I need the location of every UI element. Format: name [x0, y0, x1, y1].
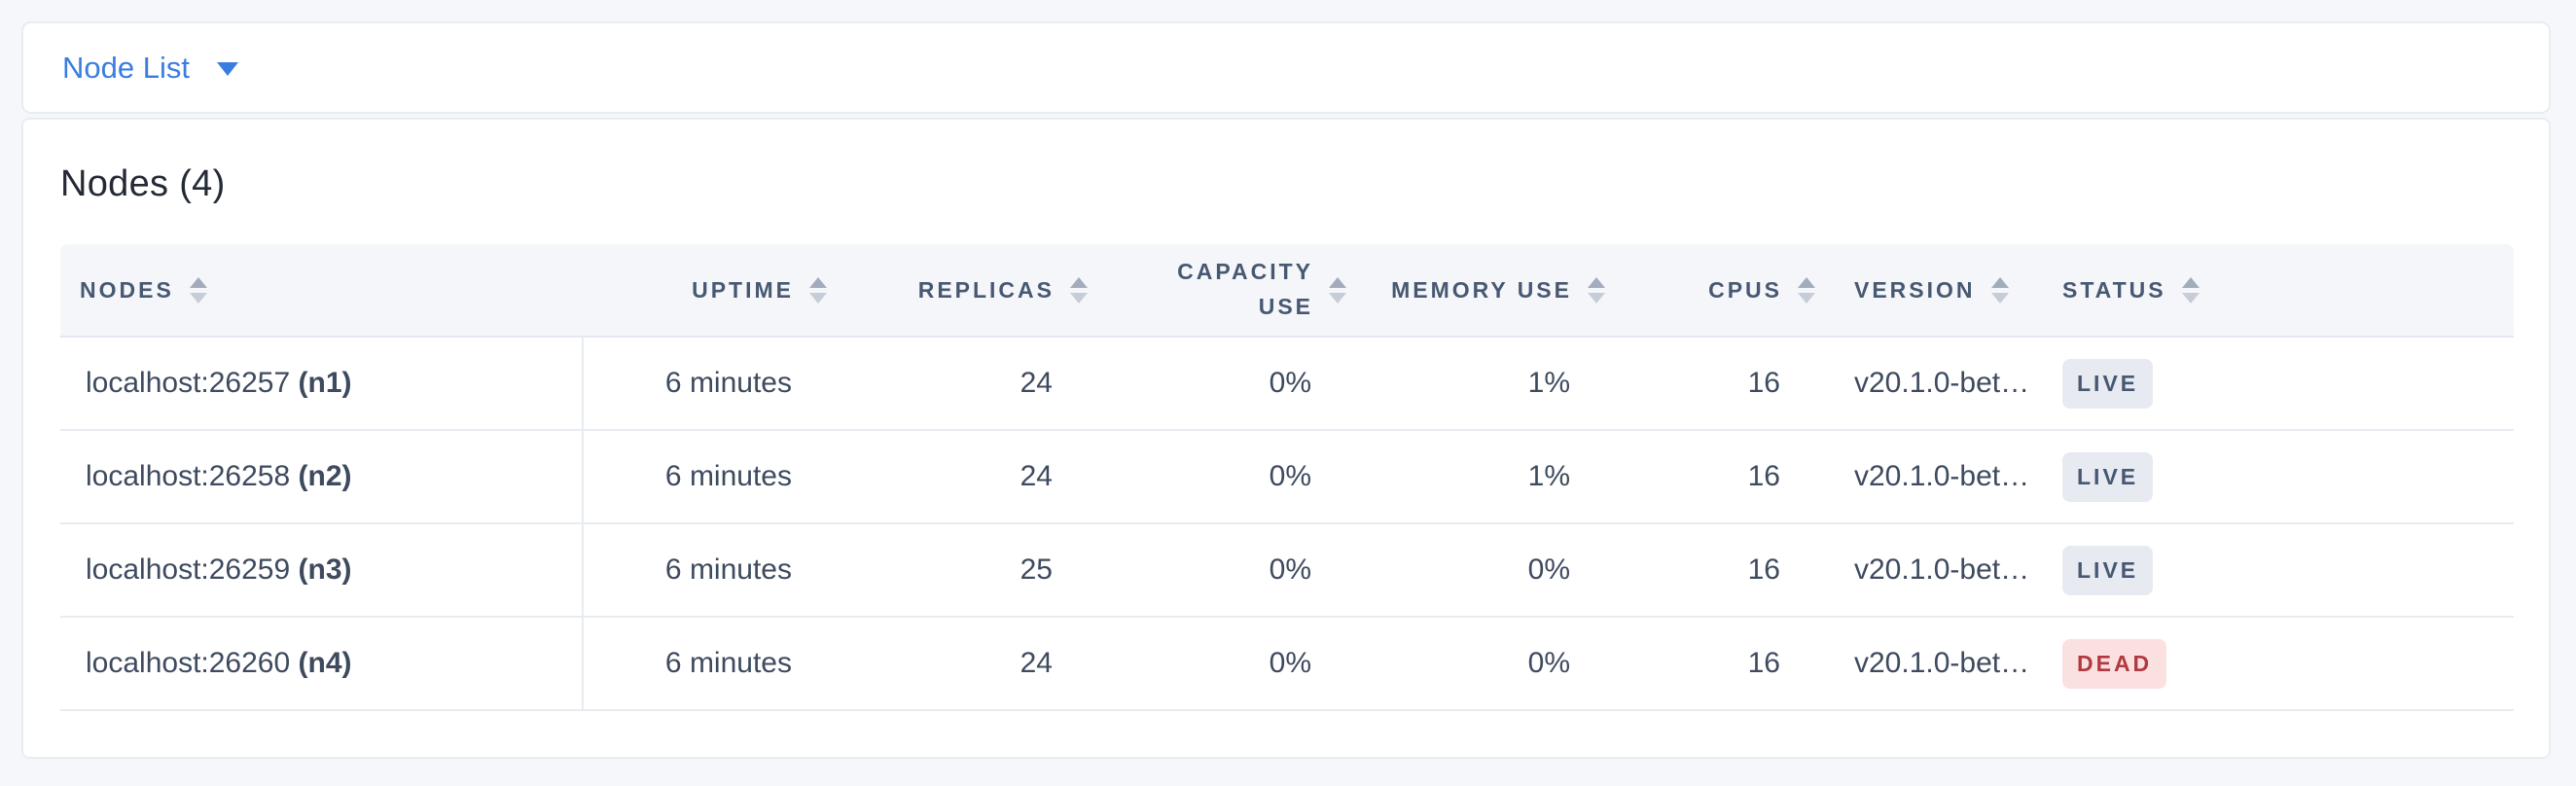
view-selector-dropdown[interactable]: Node List: [62, 53, 238, 83]
node-row: localhost:26259 (n3) 6 minutes 25 0% 0% 16 v20…: [60, 524, 2514, 618]
column-header-replicas[interactable]: Replicas: [827, 244, 1088, 338]
column-header-nodes[interactable]: Nodes: [60, 244, 584, 338]
sort-icon: [1798, 277, 1815, 304]
cell-replicas: 25: [827, 524, 1088, 618]
view-selector-bar: Node List: [21, 21, 2551, 114]
column-header-cpus[interactable]: CPUs: [1605, 244, 1815, 338]
node-id: (n1): [298, 367, 352, 399]
column-label: Version: [1854, 277, 1976, 304]
status-badge: LIVE: [2062, 451, 2154, 502]
column-label: Nodes: [80, 277, 174, 304]
sort-icon: [1588, 277, 1605, 304]
column-label: CPUs: [1708, 277, 1782, 304]
node-id: (n3): [298, 554, 352, 586]
node-row: localhost:26258 (n2) 6 minutes 24 0% 1% 16 v20…: [60, 431, 2514, 524]
column-header-status[interactable]: Status: [2039, 244, 2514, 338]
column-label: Replicas: [917, 277, 1055, 304]
table-header-row: Nodes Uptime Replicas Capacity Use Memory Us…: [60, 244, 2514, 338]
cell-capacity_use: 0%: [1088, 431, 1346, 524]
node-address: localhost:26258: [86, 460, 291, 492]
sort-icon: [1990, 277, 2009, 304]
cell-version: v20.1.0-bet…: [1815, 524, 2039, 618]
sort-icon: [1329, 276, 1346, 304]
chevron-down-icon: [216, 62, 238, 76]
cell-status: LIVE: [2039, 431, 2514, 524]
sort-icon: [809, 277, 827, 304]
section-title: Nodes (4): [60, 163, 226, 204]
status-badge: LIVE: [2062, 358, 2154, 409]
column-header-uptime[interactable]: Uptime: [584, 244, 827, 338]
cell-status: LIVE: [2039, 524, 2514, 618]
cell-version: v20.1.0-bet…: [1815, 431, 2039, 524]
cell-status: LIVE: [2039, 338, 2514, 431]
column-label: Status: [2062, 277, 2166, 304]
cell-cpus: 16: [1605, 524, 1815, 618]
cell-memory_use: 1%: [1346, 431, 1605, 524]
cell-cpus: 16: [1605, 618, 1815, 711]
column-header-capacity_use[interactable]: Capacity Use: [1088, 244, 1346, 338]
cell-node-name: localhost:26257 (n1): [60, 338, 584, 431]
node-address: localhost:26257: [86, 367, 291, 399]
node-id: (n4): [298, 647, 352, 679]
cell-capacity_use: 0%: [1088, 338, 1346, 431]
node-id: (n2): [298, 460, 352, 492]
column-header-memory_use[interactable]: Memory Use: [1346, 244, 1605, 338]
cell-cpus: 16: [1605, 338, 1815, 431]
cell-capacity_use: 0%: [1088, 618, 1346, 711]
view-selector-label: Node List: [62, 51, 190, 85]
cell-replicas: 24: [827, 338, 1088, 431]
cell-replicas: 24: [827, 431, 1088, 524]
nodes-panel: Nodes (4) Nodes Uptime Replicas Capacity Us…: [21, 118, 2551, 759]
cell-uptime: 6 minutes: [584, 524, 827, 618]
cell-replicas: 24: [827, 618, 1088, 711]
node-row: localhost:26260 (n4) 6 minutes 24 0% 0% 16 v20…: [60, 618, 2514, 711]
cell-memory_use: 0%: [1346, 524, 1605, 618]
cell-status: DEAD: [2039, 618, 2514, 711]
cell-uptime: 6 minutes: [584, 338, 827, 431]
column-label: Capacity Use: [1177, 259, 1313, 319]
cell-node-name: localhost:26260 (n4): [60, 618, 584, 711]
cell-memory_use: 1%: [1346, 338, 1605, 431]
cell-version: v20.1.0-bet…: [1815, 618, 2039, 711]
column-label: Uptime: [692, 277, 794, 304]
status-badge: LIVE: [2062, 545, 2154, 595]
status-badge: DEAD: [2062, 638, 2167, 689]
column-label: Memory Use: [1391, 277, 1572, 304]
nodes-table: Nodes Uptime Replicas Capacity Use Memory Us…: [60, 244, 2514, 711]
cell-memory_use: 0%: [1346, 618, 1605, 711]
cell-cpus: 16: [1605, 431, 1815, 524]
node-row: localhost:26257 (n1) 6 minutes 24 0% 1% 16 v20…: [60, 338, 2514, 431]
cell-version: v20.1.0-bet…: [1815, 338, 2039, 431]
column-header-version[interactable]: Version: [1815, 244, 2039, 338]
node-address: localhost:26260: [86, 647, 291, 679]
sort-icon: [2181, 277, 2200, 304]
sort-icon: [189, 277, 207, 304]
cell-node-name: localhost:26258 (n2): [60, 431, 584, 524]
sort-icon: [1070, 277, 1088, 304]
cell-capacity_use: 0%: [1088, 524, 1346, 618]
cell-node-name: localhost:26259 (n3): [60, 524, 584, 618]
node-address: localhost:26259: [86, 554, 291, 586]
cell-uptime: 6 minutes: [584, 618, 827, 711]
cell-uptime: 6 minutes: [584, 431, 827, 524]
